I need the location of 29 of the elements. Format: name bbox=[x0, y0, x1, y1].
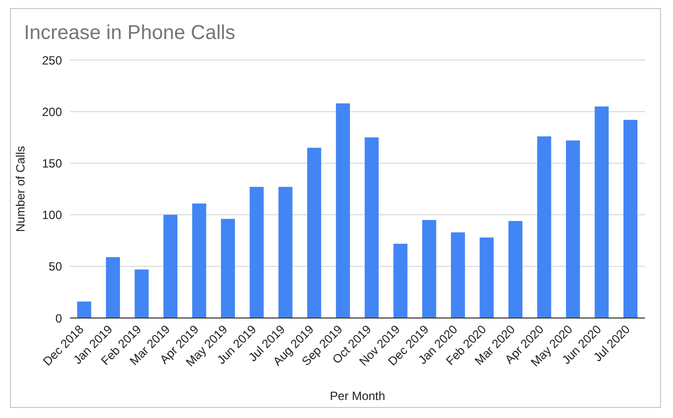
bar bbox=[106, 257, 120, 318]
y-axis-title: Number of Calls bbox=[13, 146, 28, 232]
bar bbox=[393, 244, 408, 318]
y-tick-label: 50 bbox=[48, 260, 62, 274]
y-tick-label: 200 bbox=[42, 104, 62, 119]
bar bbox=[250, 186, 264, 318]
y-tick-label: 0 bbox=[55, 311, 62, 326]
bar bbox=[566, 140, 580, 318]
bar bbox=[508, 220, 522, 318]
bar bbox=[336, 103, 350, 318]
bar bbox=[537, 136, 552, 318]
bar bbox=[307, 148, 322, 318]
y-tick-label: 250 bbox=[42, 53, 62, 68]
x-axis-title: Per Month bbox=[330, 389, 386, 403]
bar bbox=[278, 186, 292, 318]
y-tick-label: 150 bbox=[42, 156, 62, 170]
bar bbox=[134, 269, 149, 318]
bar bbox=[623, 120, 638, 318]
bar bbox=[450, 232, 465, 318]
bar bbox=[220, 218, 235, 318]
bar bbox=[364, 137, 379, 318]
chart-title: Increase in Phone Calls bbox=[24, 22, 236, 45]
bar bbox=[480, 238, 494, 318]
bar bbox=[594, 106, 609, 318]
y-tick-label: 100 bbox=[42, 208, 62, 222]
bar bbox=[192, 203, 206, 318]
bar bbox=[163, 214, 178, 318]
bar bbox=[422, 220, 436, 318]
bar bbox=[77, 301, 92, 318]
